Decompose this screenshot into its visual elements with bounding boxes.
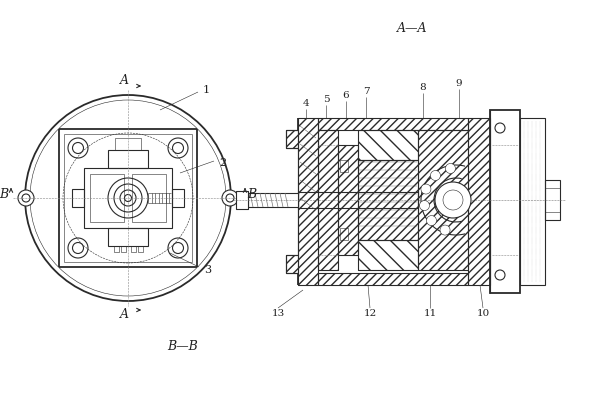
Bar — [248, 193, 298, 207]
Bar — [84, 168, 172, 228]
Bar — [236, 191, 248, 209]
Bar — [172, 189, 184, 207]
Bar — [358, 240, 418, 270]
Bar — [113, 246, 119, 252]
Bar — [468, 118, 490, 285]
Bar — [137, 246, 143, 252]
Bar — [340, 228, 348, 240]
Bar — [318, 273, 468, 285]
Circle shape — [495, 270, 505, 280]
Bar — [418, 130, 468, 270]
Bar — [340, 160, 348, 172]
Text: 13: 13 — [271, 308, 284, 318]
Bar — [131, 246, 136, 252]
Text: 5: 5 — [323, 96, 329, 104]
Text: B: B — [247, 188, 257, 202]
Text: B—B: B—B — [167, 340, 199, 352]
Text: 1: 1 — [202, 85, 209, 95]
Bar — [468, 118, 490, 285]
Bar — [115, 138, 141, 150]
Circle shape — [419, 200, 430, 210]
Bar — [318, 130, 338, 270]
Bar — [286, 130, 298, 148]
Circle shape — [430, 170, 440, 180]
Text: A: A — [119, 308, 128, 322]
Bar — [108, 150, 148, 168]
Text: B: B — [0, 188, 8, 202]
Bar — [358, 160, 418, 240]
Text: 12: 12 — [364, 308, 377, 318]
Bar — [236, 191, 248, 209]
Bar — [418, 130, 468, 270]
Bar — [90, 174, 124, 222]
Bar — [545, 188, 560, 212]
Bar — [318, 273, 468, 285]
Circle shape — [440, 225, 450, 235]
Text: A: A — [119, 74, 128, 88]
Bar — [132, 174, 166, 222]
Bar — [358, 130, 418, 160]
Text: 9: 9 — [455, 80, 463, 88]
Text: 10: 10 — [476, 308, 490, 318]
Circle shape — [495, 123, 505, 133]
Circle shape — [435, 182, 471, 218]
Text: 3: 3 — [205, 265, 212, 275]
Bar — [286, 130, 298, 148]
Bar — [298, 192, 418, 208]
Text: 11: 11 — [424, 308, 437, 318]
Bar — [286, 255, 298, 273]
Text: A—A: A—A — [397, 22, 427, 34]
Bar — [358, 240, 418, 270]
Bar — [318, 130, 338, 270]
Circle shape — [427, 216, 436, 226]
Bar — [298, 192, 418, 208]
Circle shape — [445, 164, 455, 174]
Circle shape — [18, 190, 34, 206]
Text: 8: 8 — [419, 84, 427, 92]
Bar — [338, 145, 358, 255]
Bar — [490, 110, 520, 293]
Circle shape — [421, 184, 431, 194]
Bar — [358, 130, 418, 160]
Bar — [545, 180, 560, 220]
Bar — [298, 118, 318, 285]
Text: 4: 4 — [302, 100, 310, 108]
Circle shape — [222, 190, 238, 206]
Bar — [318, 118, 468, 130]
Bar — [108, 228, 148, 246]
Bar — [298, 118, 318, 285]
Text: 2: 2 — [220, 158, 227, 168]
Bar — [318, 118, 468, 130]
Bar — [286, 255, 298, 273]
Bar — [520, 118, 545, 285]
Text: 7: 7 — [362, 88, 370, 96]
Bar — [72, 189, 84, 207]
Bar — [358, 160, 418, 240]
Bar — [338, 145, 358, 255]
Text: 6: 6 — [343, 92, 349, 100]
Bar — [121, 246, 125, 252]
